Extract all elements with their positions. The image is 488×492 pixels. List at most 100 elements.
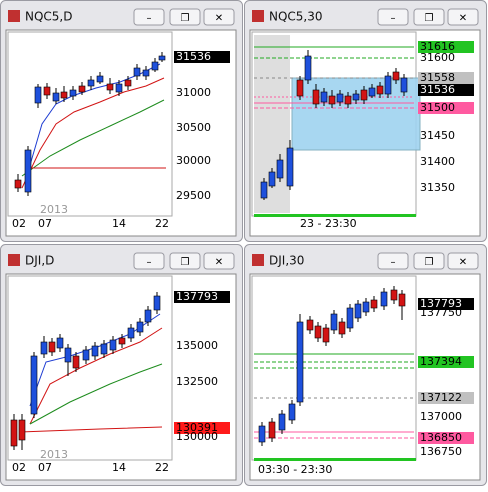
window-button[interactable] [377,8,409,26]
candle-body [118,337,126,345]
candle-body [109,339,117,351]
window-button[interactable] [169,8,201,26]
candle-body [296,321,304,403]
window-button[interactable] [169,252,201,270]
candle-body [72,355,80,369]
time-label: 23 - 23:30 [300,217,357,230]
price-label: 31616 [420,40,455,53]
candle-body [18,419,26,441]
price-label: 130391 [176,421,218,434]
candle-body [144,309,152,323]
candle-body [82,349,90,361]
price-label: 132500 [176,375,218,388]
time-label: 14 [112,461,126,474]
price-label: 31350 [420,181,455,194]
candle-body [304,55,312,81]
candle-body [96,75,104,83]
candle-body [314,325,322,339]
price-label: 135000 [176,339,218,352]
candle-body [258,425,266,443]
button-glyph: ✕ [459,257,467,268]
price-label: 137750 [420,306,462,319]
price-label: 31450 [420,129,455,142]
button-glyph: ✕ [215,257,223,268]
price-tag [174,422,230,434]
window-icon [8,10,20,22]
button-glyph: – [391,13,396,24]
candle-body [48,341,56,353]
candle-body [312,89,320,105]
candle-body [260,181,268,199]
candle-body [376,85,384,95]
time-bar [254,214,416,217]
price-label: 137394 [420,355,462,368]
price-label: 31500 [420,101,455,114]
candle-body [158,55,166,61]
window-icon [252,10,264,22]
candle-body [40,341,48,355]
candle-body [153,295,161,311]
candle-body [320,91,328,103]
chart-window: NQC5,D – ❐ ✕ 31536 31000 30500 30000 29500 2013 02… [0,0,243,242]
time-bar [254,458,416,461]
moving-average [29,363,163,425]
price-tag [418,356,474,368]
candle-body [24,149,32,193]
time-label: 02 [12,461,26,474]
window-button[interactable] [413,8,445,26]
price-tag [418,298,474,310]
price-label: 30500 [176,121,211,134]
candle-body [106,83,114,91]
window-button[interactable] [133,252,165,270]
candle-body [34,86,42,104]
candle-body [64,347,72,363]
window-title: NQC5,D [25,10,73,24]
candle-body [60,91,68,99]
time-label: 07 [38,217,52,230]
candle-body [151,61,159,71]
candle-body [142,69,150,77]
window-button[interactable] [447,8,479,26]
candle-body [91,345,99,357]
candle-body [286,147,294,187]
button-glyph: ❐ [181,257,190,268]
price-label: 31600 [420,51,455,64]
time-label: 02 [12,217,26,230]
window-button[interactable] [377,252,409,270]
button-glyph: – [391,257,396,268]
candle-body [330,313,338,331]
window-button[interactable] [133,8,165,26]
price-tag [418,41,474,53]
price-label: 137793 [420,297,462,310]
candle-body [268,421,276,439]
candle-body [133,67,141,77]
button-glyph: ✕ [215,13,223,24]
candle-body [69,89,77,97]
window-button[interactable] [447,252,479,270]
time-label: 14 [112,217,126,230]
price-label: 137793 [176,290,218,303]
time-label: 03:30 - 23:30 [258,463,332,476]
price-label: 137122 [420,391,462,404]
candle-body [276,159,284,179]
time-label: 07 [38,461,52,474]
price-label: 130000 [176,430,218,443]
button-glyph: – [147,13,152,24]
candle-body [10,419,18,447]
candle-body [392,71,400,81]
price-tag [418,392,474,404]
moving-average [21,77,165,189]
window-title: DJI,D [25,254,54,268]
candle-body [370,299,378,309]
price-tag [174,51,230,63]
button-glyph: ❐ [425,257,434,268]
window-button[interactable] [413,252,445,270]
window-button[interactable] [203,252,235,270]
candle-body [124,79,132,87]
window-title: DJI,30 [269,254,304,268]
price-label: 30000 [176,154,211,167]
window-icon [252,254,264,266]
window-button[interactable] [203,8,235,26]
